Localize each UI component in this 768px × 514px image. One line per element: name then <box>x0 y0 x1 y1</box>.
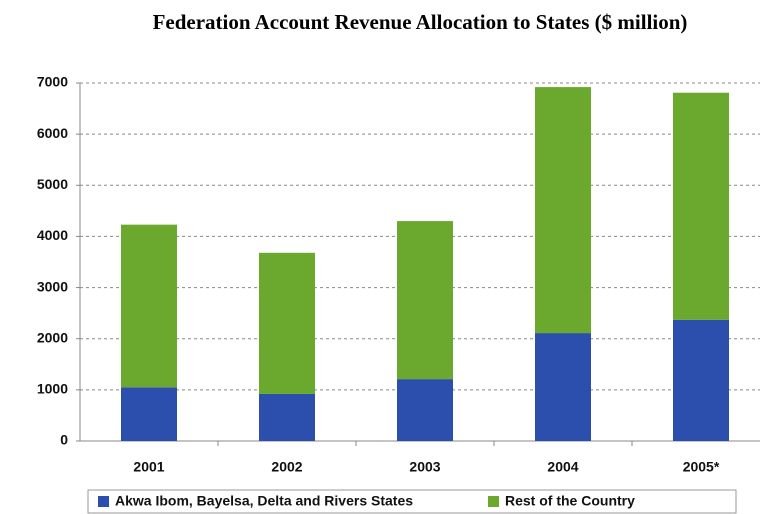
bar-segment <box>535 333 591 441</box>
x-tick-label: 2001 <box>133 459 164 475</box>
bar-segment <box>673 319 729 441</box>
chart-title: Federation Account Revenue Allocation to… <box>153 10 688 34</box>
y-tick-label: 0 <box>60 432 68 448</box>
bar-segment <box>121 387 177 441</box>
x-tick-label: 2004 <box>547 459 578 475</box>
bar-segment <box>259 393 315 441</box>
legend-box <box>87 489 737 514</box>
bar-segment <box>397 379 453 441</box>
y-tick-label: 5000 <box>37 176 68 192</box>
y-tick-label: 7000 <box>37 74 68 90</box>
bar-segment <box>397 221 453 380</box>
bar-segment <box>259 252 315 394</box>
y-tick-label: 3000 <box>37 278 68 294</box>
x-tick-label: 2005* <box>683 459 720 475</box>
x-tick-label: 2003 <box>409 459 440 475</box>
bar-segment <box>535 87 591 334</box>
x-tick-label: 2002 <box>271 459 302 475</box>
legend-label: Akwa Ibom, Bayelsa, Delta and Rivers Sta… <box>115 493 413 509</box>
legend-swatch <box>488 496 499 507</box>
legend-label: Rest of the Country <box>505 493 635 509</box>
y-tick-label: 6000 <box>37 125 68 141</box>
y-tick-label: 4000 <box>37 227 68 243</box>
bar-segment <box>121 224 177 388</box>
bar-segment <box>673 92 729 320</box>
y-tick-label: 2000 <box>37 329 68 345</box>
y-tick-label: 1000 <box>37 381 68 397</box>
legend-swatch <box>98 496 109 507</box>
